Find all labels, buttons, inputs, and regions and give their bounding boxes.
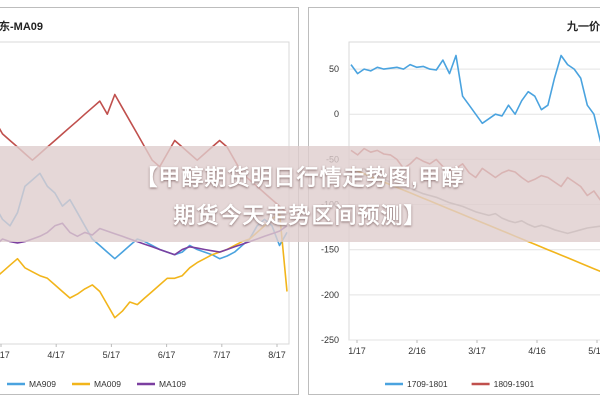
y-tick-label: -200: [321, 290, 339, 300]
x-tick-label: 3/17: [0, 350, 10, 360]
x-tick-label: 5/17: [103, 350, 121, 360]
x-tick-label: 4/17: [47, 350, 65, 360]
left-chart-title: 东-MA09: [0, 21, 44, 33]
right-chart-title: 九一价: [567, 21, 600, 33]
banner-title-line-1: 【甲醇期货明日行情走势图,甲醇: [135, 165, 465, 190]
x-tick-label: 2/16: [408, 346, 426, 356]
legend-label-ma109: MA109: [159, 379, 186, 389]
y-tick-label: -250: [321, 335, 339, 345]
legend-label-1709-1801: 1709-1801: [407, 379, 448, 389]
banner-title-line-2: 期货今天走势区间预测】: [173, 203, 427, 228]
x-tick-label: 6/17: [158, 350, 176, 360]
y-tick-label: -150: [321, 245, 339, 255]
legend-label-ma909: MA909: [29, 379, 56, 389]
legend-label-1809-1901: 1809-1901: [494, 379, 535, 389]
legend-label-ma009: MA009: [94, 379, 121, 389]
x-tick-label: 5/17: [588, 346, 600, 356]
title-banner: [0, 146, 600, 242]
x-tick-label: 1/17: [348, 346, 366, 356]
x-tick-label: 3/17: [468, 346, 486, 356]
x-tick-label: 7/17: [213, 350, 231, 360]
x-tick-label: 8/17: [268, 350, 286, 360]
y-tick-label: 50: [329, 64, 339, 74]
x-tick-label: 4/16: [528, 346, 546, 356]
series-line-1709-1801: [350, 54, 600, 144]
series-line-ma009: [0, 211, 288, 319]
y-tick-label: 0: [334, 109, 339, 119]
